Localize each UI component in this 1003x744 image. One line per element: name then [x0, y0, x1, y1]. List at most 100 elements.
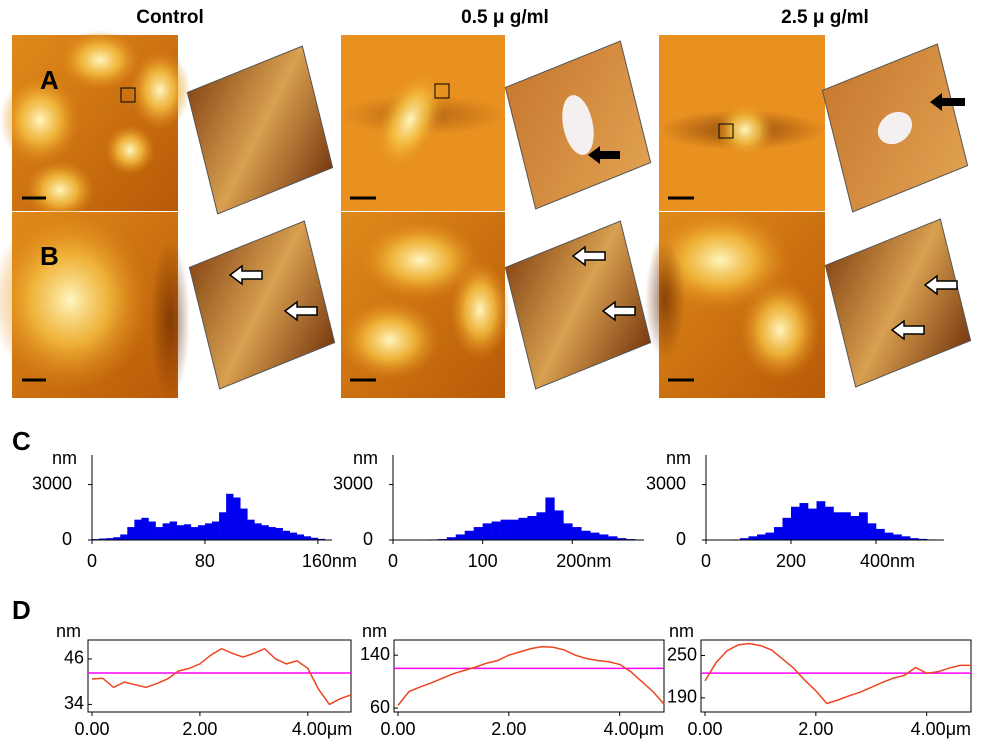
y-tick-label: 46: [64, 648, 84, 668]
histogram-bar: [868, 523, 877, 540]
y-axis-label: nm: [353, 448, 378, 468]
histogram-bar: [212, 522, 219, 540]
histogram-bar: [483, 523, 492, 540]
histogram-bar: [198, 525, 205, 540]
y-tick-label: 3000: [333, 473, 373, 493]
histogram-bar: [590, 533, 599, 540]
y-axis-label: nm: [666, 448, 691, 468]
histogram-bar: [817, 501, 826, 540]
histogram-bar: [545, 498, 554, 541]
histogram-bar: [902, 536, 911, 540]
histogram-bar: [893, 534, 902, 540]
histogram-bar: [465, 531, 474, 540]
y-tick-label: 140: [360, 644, 390, 664]
y-axis-label: nm: [669, 621, 694, 641]
column-title: 0.5 μ g/ml: [461, 7, 549, 28]
histogram-bar: [492, 522, 501, 540]
row-label: B: [40, 241, 59, 271]
histogram-bar: [163, 523, 170, 540]
y-axis-label: nm: [362, 621, 387, 641]
histogram-bar: [501, 520, 510, 540]
y-tick-label: 3000: [32, 473, 72, 493]
x-tick-label: 0.00: [74, 719, 109, 739]
column-title: Control: [136, 7, 204, 28]
histogram-bar: [572, 527, 581, 540]
histogram-bar: [297, 534, 304, 540]
y-tick-label: 0: [363, 529, 373, 549]
histogram-bar: [304, 536, 311, 540]
histogram-bar: [791, 507, 800, 540]
histogram-bar: [191, 527, 198, 540]
histogram-bar: [120, 534, 127, 540]
y-tick-label: 190: [667, 687, 697, 707]
histogram-bar: [519, 518, 528, 540]
histogram-bar: [261, 525, 268, 540]
histogram-bar: [766, 533, 775, 540]
x-tick-label: 0: [388, 551, 398, 571]
x-tick-label: 200: [776, 551, 806, 571]
histogram-bar: [247, 520, 254, 540]
histogram-bar: [842, 512, 851, 540]
x-tick-label: 160nm: [302, 551, 357, 571]
histogram-bar: [783, 518, 792, 540]
histogram-bar: [581, 531, 590, 540]
histogram-bar: [554, 510, 563, 540]
histogram-bar: [510, 520, 519, 540]
histogram-bar: [184, 524, 191, 540]
histogram-bar: [749, 536, 758, 540]
x-tick-label: 2.00: [798, 719, 833, 739]
y-tick-label: 0: [62, 529, 72, 549]
histogram-bar: [268, 527, 275, 540]
histogram-bar: [156, 527, 163, 540]
histogram-bar: [226, 494, 233, 540]
column-title: 2.5 μ g/ml: [781, 7, 869, 28]
histogram-bar: [851, 516, 860, 540]
histogram-bar: [456, 534, 465, 540]
histogram-bar: [141, 518, 148, 540]
panel-label: C: [12, 426, 31, 456]
histogram-bar: [536, 512, 545, 540]
histogram-bar: [254, 523, 261, 540]
histogram-bar: [134, 520, 141, 540]
histogram-bar: [170, 522, 177, 540]
histogram-bar: [283, 531, 290, 540]
y-tick-label: 34: [64, 693, 84, 713]
histogram-bar: [240, 509, 247, 540]
y-axis-label: nm: [52, 448, 77, 468]
y-tick-label: 3000: [646, 473, 686, 493]
histogram-bar: [276, 528, 283, 540]
x-tick-label: 0: [87, 551, 97, 571]
histogram-bar: [290, 533, 297, 540]
x-tick-label: 0.00: [380, 719, 415, 739]
histogram-bar: [474, 527, 483, 540]
histogram-bar: [205, 523, 212, 540]
histogram-bar: [177, 525, 184, 540]
histogram-bar: [127, 527, 134, 540]
histogram-bar: [825, 507, 834, 540]
y-tick-label: 250: [667, 644, 697, 664]
histogram-bar: [527, 516, 536, 540]
x-tick-label: 0: [701, 551, 711, 571]
y-tick-label: 60: [370, 697, 390, 717]
figure: Control 0.5 μ g/ml 2.5 μ g/ml A B C D 0 3…: [0, 0, 1003, 744]
x-tick-label: 0.00: [687, 719, 722, 739]
histogram-bar: [599, 534, 608, 540]
x-tick-label: 4.00μm: [292, 719, 352, 739]
histogram-bar: [219, 512, 226, 540]
histogram-bar: [876, 529, 885, 540]
histogram-bar: [608, 536, 617, 540]
histogram-bar: [774, 527, 783, 540]
x-tick-label: 100: [468, 551, 498, 571]
x-tick-label: 4.00μm: [604, 719, 664, 739]
histogram-bar: [757, 534, 766, 540]
histogram-bar: [563, 523, 572, 540]
histogram-bar: [834, 512, 843, 540]
histogram-bar: [148, 522, 155, 540]
panel-label: D: [12, 595, 31, 625]
x-tick-label: 400nm: [860, 551, 915, 571]
histogram-bar: [233, 498, 240, 541]
histogram-bar: [885, 533, 894, 540]
row-label: A: [40, 65, 59, 95]
page: {"figure":{"columns":["Control","0.5 μ g…: [0, 0, 1003, 744]
histogram-bar: [800, 503, 809, 540]
